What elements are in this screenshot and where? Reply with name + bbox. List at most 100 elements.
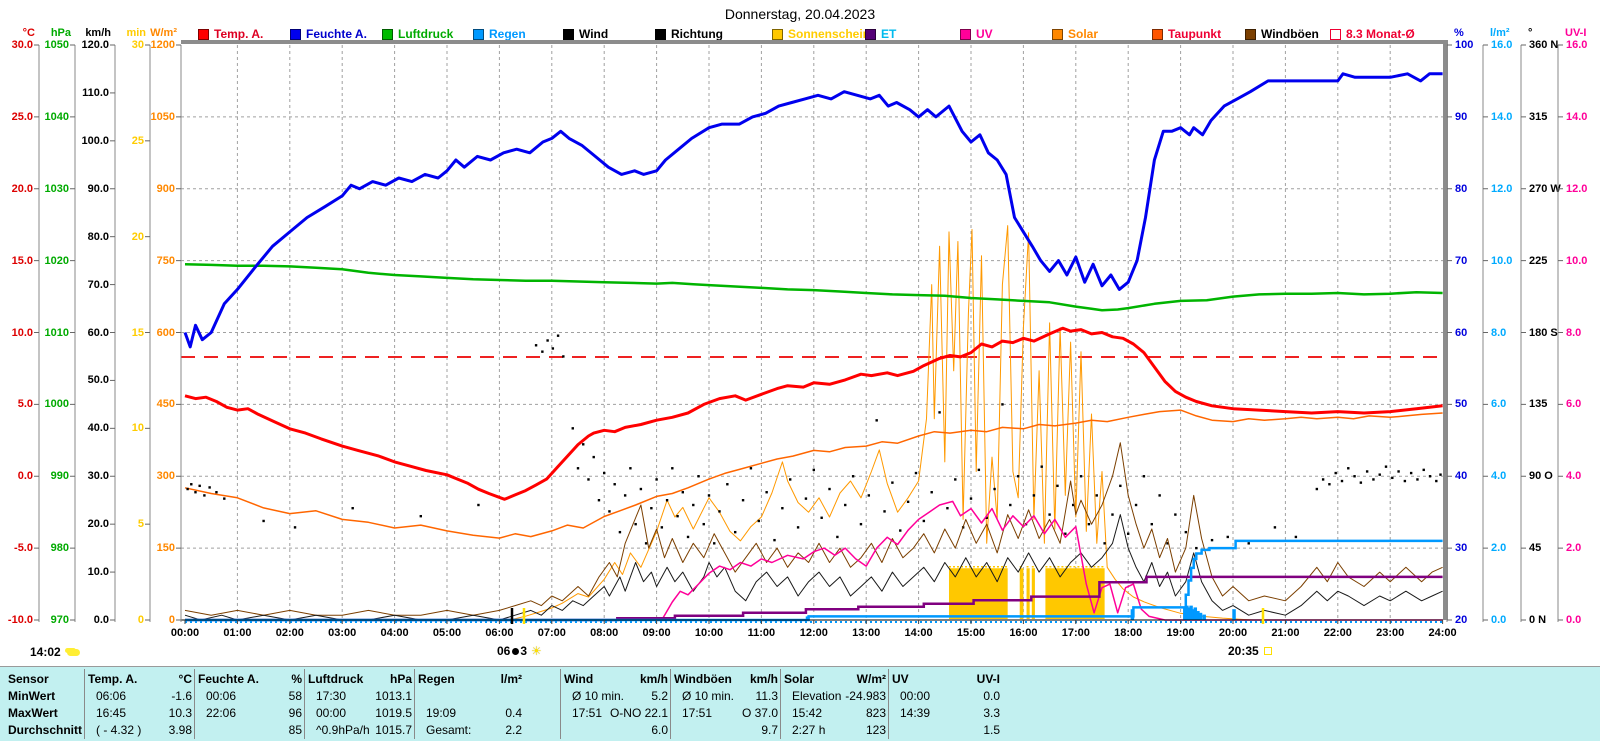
row-label-maxwert: MaxWert <box>8 706 58 720</box>
table-divider <box>194 669 195 739</box>
axis-label: 100.0 <box>81 134 109 147</box>
x-axis-label: 05:00 <box>432 627 462 639</box>
table-divider <box>414 669 415 739</box>
axis-label: 20 <box>1455 614 1468 626</box>
table-cell: 1015.7 <box>375 723 412 737</box>
table-cell: -24.983 <box>845 689 886 703</box>
series-regen-summe <box>185 539 1443 622</box>
axis-label: 120.0 <box>81 39 109 51</box>
axis-label: 15.0 <box>11 254 33 267</box>
axis-label: 60.0 <box>87 326 109 339</box>
axis-label: 90 <box>1455 110 1468 123</box>
col-header-uv: UV <box>892 672 909 686</box>
legend-item-luftdruck: Luftdruck <box>398 27 454 41</box>
series-et <box>185 575 1443 622</box>
richtung-legend-icon <box>655 29 666 40</box>
table-cell: ^0.9hPa/h <box>316 723 370 737</box>
series-luftdruck <box>184 262 1443 312</box>
uv-axis-header: UV-I <box>1565 27 1587 39</box>
series-solar <box>185 225 1443 621</box>
gridlines <box>181 45 1443 620</box>
col-unit-temp-a: °C <box>178 672 192 686</box>
axis-label: 80 <box>1455 182 1468 195</box>
axis-label: -10.0 <box>7 614 33 626</box>
x-axis-label: 08:00 <box>590 627 619 639</box>
table-cell: 823 <box>865 706 886 720</box>
sun-markers <box>510 608 1265 624</box>
sunrise-time-suffix: 3 <box>520 644 528 658</box>
axis-label: 40.0 <box>87 422 109 435</box>
axis-label: 8.0 <box>1491 326 1507 339</box>
axis-label: 0.0 <box>93 614 109 626</box>
x-axis-label: 03:00 <box>328 627 357 639</box>
weather-marker-icon <box>66 649 80 656</box>
axis-label: 1010 <box>44 326 69 339</box>
solar-axis-header: W/m² <box>150 27 177 39</box>
table-cell: 2.2 <box>505 723 522 737</box>
axis-label: 4.0 <box>1566 470 1582 483</box>
axis-label: -5.0 <box>14 542 33 555</box>
legend-item-et: ET <box>881 27 897 41</box>
table-cell: 1013.1 <box>375 689 412 703</box>
axis-label: 315 <box>1529 110 1548 123</box>
axis-label: 6.0 <box>1491 398 1507 411</box>
axis-label: 1030 <box>44 182 69 195</box>
axis-label: 150 <box>156 542 175 555</box>
rain-axis-header: l/m² <box>1490 27 1510 39</box>
col-header-regen: Regen <box>418 672 455 686</box>
x-axis-label: 21:00 <box>1271 627 1300 639</box>
axis-label: 20.0 <box>11 182 33 195</box>
sunset-time: 20:35 <box>1228 644 1259 658</box>
axis-label: 10.0 <box>1491 254 1513 267</box>
axis-label: 10 <box>131 422 144 435</box>
x-axis-label: 19:00 <box>1166 627 1195 639</box>
humidity-axis-header: % <box>1454 27 1464 39</box>
page-title: Donnerstag, 20.04.2023 <box>724 6 876 22</box>
axis-label: 40 <box>1455 470 1468 483</box>
axis-label: 6.0 <box>1566 398 1582 411</box>
axis-label: 20.0 <box>87 518 109 531</box>
wind-axis-header: km/h <box>85 27 111 39</box>
col-unit-wind: km/h <box>639 672 668 686</box>
moon-icon <box>512 648 520 655</box>
sunrise-label: 06 3 ☀ <box>497 644 542 658</box>
axis-label: 30 <box>131 39 144 51</box>
legend-item-windb-en: Windböen <box>1261 27 1319 41</box>
table-cell: 10.3 <box>168 706 192 720</box>
axis-label: 90.0 <box>87 182 109 195</box>
axis-label: 12.0 <box>1491 182 1513 195</box>
solar-legend-icon <box>1052 29 1063 40</box>
row-label-sensor: Sensor <box>8 672 49 686</box>
axis-label: 0.0 <box>1566 614 1582 626</box>
8-3-monat-legend-icon <box>1330 29 1341 40</box>
x-axis-label: 09:00 <box>642 627 671 639</box>
series-feuchte-a <box>183 72 1443 349</box>
table-cell: 96 <box>288 706 302 720</box>
legend-item-feuchte-a: Feuchte A. <box>306 27 367 41</box>
table-divider <box>560 669 561 739</box>
series-sonnenschein <box>948 565 1105 619</box>
table-cell: 123 <box>865 723 886 737</box>
x-axis-label: 15:00 <box>956 627 986 639</box>
plot-frame <box>34 40 1563 624</box>
axis-label: 80.0 <box>87 230 109 243</box>
row-label-minwert: MinWert <box>8 689 56 703</box>
axis-label: 600 <box>156 326 175 339</box>
series-windb-en <box>184 442 1443 616</box>
table-cell: Ø 10 min. <box>682 689 735 703</box>
axis-label: 90 O <box>1529 470 1553 483</box>
col-unit-regen: l/m² <box>500 672 522 686</box>
current-time-label: 14:02 <box>30 645 80 659</box>
axis-label: 0.0 <box>1491 614 1507 626</box>
windb-en-legend-icon <box>1245 29 1256 40</box>
axis-label: 16.0 <box>1491 39 1513 51</box>
row-label-durchschnitt: Durchschnitt <box>8 723 83 737</box>
table-divider <box>84 669 85 739</box>
x-axis-label: 22:00 <box>1323 627 1352 639</box>
col-unit-windb-en: km/h <box>749 672 778 686</box>
table-cell: Elevation <box>792 689 842 703</box>
col-unit-luftdruck: hPa <box>389 672 412 686</box>
x-axis-label: 16:00 <box>1009 627 1038 639</box>
